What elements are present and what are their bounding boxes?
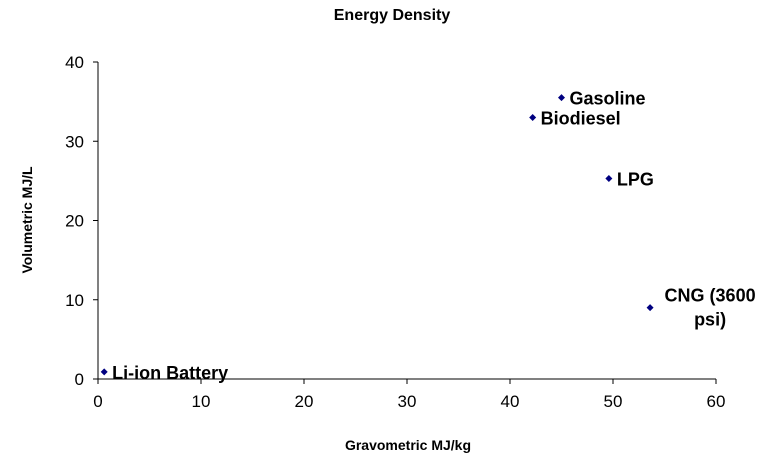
- chart-title: Energy Density: [334, 7, 451, 24]
- data-point-label: Li-ion Battery: [112, 363, 228, 383]
- y-tick-label: 40: [65, 53, 84, 72]
- data-point-label: LPG: [617, 169, 654, 189]
- data-point-label: Gasoline: [570, 89, 646, 109]
- x-tick-label: 50: [604, 392, 623, 411]
- x-axis-title: Gravometric MJ/kg: [345, 437, 471, 453]
- ticks: 0 10 20 30 40 50 60 0 10 20 30 40: [65, 53, 725, 411]
- data-point-marker: [646, 304, 654, 312]
- axes: [97, 62, 716, 380]
- data-point-marker: [529, 113, 537, 121]
- x-tick-label: 30: [398, 392, 417, 411]
- data-point-marker: [558, 94, 565, 102]
- data-point-label: Biodiesel: [541, 108, 621, 128]
- x-tick-label: 10: [192, 392, 211, 411]
- x-tick-label: 40: [501, 392, 520, 411]
- y-tick-label: 0: [75, 370, 84, 389]
- y-tick-label: 10: [65, 291, 84, 310]
- y-tick-label: 20: [65, 212, 84, 231]
- x-tick-label: 0: [93, 392, 102, 411]
- data-point-label: CNG (3600 psi): [665, 286, 756, 330]
- data-point-marker: [100, 368, 108, 376]
- data-point-marker: [605, 174, 613, 182]
- x-tick-label: 60: [707, 392, 726, 411]
- y-axis-title: Volumetric MJ/L: [19, 166, 35, 274]
- y-tick-label: 30: [65, 132, 84, 151]
- x-tick-label: 20: [295, 392, 314, 411]
